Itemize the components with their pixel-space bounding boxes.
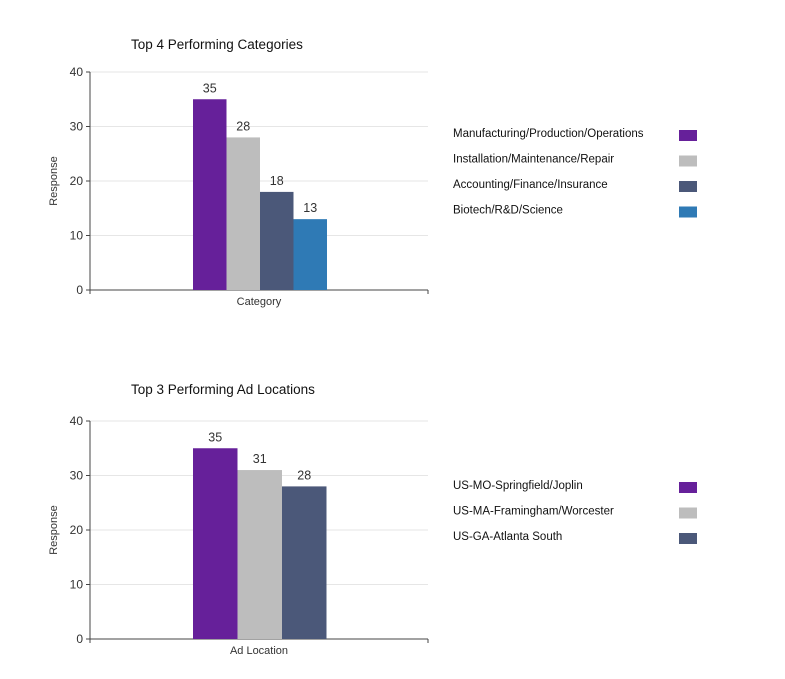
legend-label: Biotech/R&D/Science [453, 205, 563, 217]
bar[interactable] [260, 191, 294, 290]
legend-label: Manufacturing/Production/Operations [453, 128, 644, 140]
legend: Manufacturing/Production/Operations Insta… [453, 128, 697, 218]
chart-title: Top 4 Performing Categories [131, 37, 303, 52]
chart-title: Top 3 Performing Ad Locations [131, 382, 315, 397]
data-label: 13 [303, 201, 317, 215]
legend-item[interactable]: Manufacturing/Production/Operations [453, 128, 697, 141]
y-tick-label: 10 [70, 229, 84, 243]
legend-item[interactable]: US-MA-Framingham/Worcester [453, 506, 697, 519]
bar[interactable] [226, 137, 261, 290]
legend-swatch [679, 507, 697, 519]
x-axis-label: Ad Location [230, 645, 288, 657]
legend-swatch [679, 130, 697, 141]
y-axis-label: Response [48, 505, 60, 555]
y-tick-label: 20 [70, 523, 84, 537]
y-tick-label: 0 [76, 632, 83, 646]
data-label: 35 [208, 430, 222, 444]
legend-label: Accounting/Finance/Insurance [453, 179, 608, 191]
legend-label: US-MO-Springfield/Joplin [453, 480, 583, 492]
data-label: 35 [203, 81, 217, 95]
y-tick-label: 30 [70, 469, 84, 483]
chart-top-categories: Top 4 Performing Categories 0 10 20 30 40 Re… [48, 37, 697, 308]
y-tick-label: 40 [70, 414, 84, 428]
legend-swatch [679, 181, 697, 192]
y-tick-labels: 0 10 20 30 40 [70, 414, 90, 646]
bar[interactable] [282, 486, 327, 639]
data-label: 18 [270, 174, 284, 188]
legend-swatch [679, 482, 697, 493]
chart-top-ad-locations: Top 3 Performing Ad Locations 010203040 … [48, 382, 697, 657]
legend-item[interactable]: US-GA-Atlanta South [453, 531, 697, 544]
legend-item[interactable]: Biotech/R&D/Science [453, 205, 697, 218]
bars: 35 31 28 [193, 430, 327, 639]
data-label: 28 [236, 119, 250, 133]
legend-label: Installation/Maintenance/Repair [453, 154, 614, 166]
legend-item[interactable]: Accounting/Finance/Insurance [453, 179, 697, 192]
legend-label: US-MA-Framingham/Worcester [453, 506, 614, 518]
legend-swatch [679, 206, 697, 218]
legend-swatch [679, 533, 697, 544]
y-tick-label: 10 [70, 578, 84, 592]
y-tick-label: 40 [70, 65, 84, 79]
bars: 35 28 18 13 [193, 81, 327, 290]
y-tick-labels: 0 10 20 30 40 [70, 65, 90, 297]
y-tick-label: 0 [76, 283, 83, 297]
x-axis-label: Category [237, 296, 282, 308]
bar[interactable] [193, 99, 227, 290]
data-label: 28 [297, 468, 311, 482]
legend-item[interactable]: Installation/Maintenance/Repair [453, 154, 697, 167]
bar[interactable] [237, 470, 283, 639]
legend-swatch [679, 155, 697, 167]
data-label: 31 [253, 452, 267, 466]
legend-label: US-GA-Atlanta South [453, 531, 562, 543]
y-tick-label: 30 [70, 120, 84, 134]
legend-item[interactable]: US-MO-Springfield/Joplin [453, 480, 697, 493]
bar[interactable] [193, 448, 238, 639]
bar[interactable] [293, 219, 328, 290]
y-tick-label: 20 [70, 174, 84, 188]
y-axis-label: Response [48, 156, 60, 206]
legend: US-MO-Springfield/Joplin US-MA-Framingham… [453, 480, 697, 544]
